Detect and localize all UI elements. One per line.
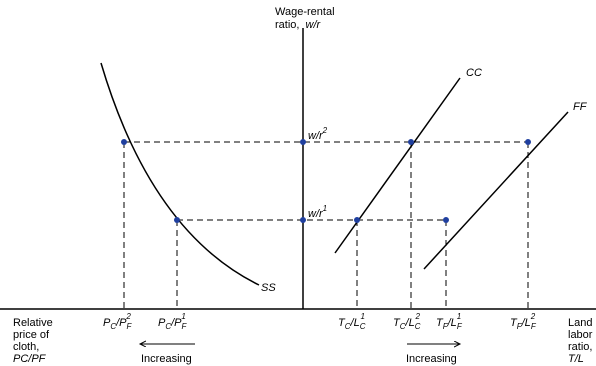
vertical-axis-title-line2: ratio, [275, 19, 299, 31]
level-low-var: w/r [308, 208, 324, 220]
point-axis-high [300, 139, 306, 145]
right-axis-line1: Land [568, 317, 592, 329]
ratio-tick-cc-2: TC/LC2 [393, 312, 421, 331]
left-axis-var: PC/PF [13, 353, 47, 365]
point-cc-low [354, 217, 360, 223]
level-high-var: w/r [308, 130, 324, 142]
level-high-sup: 2 [322, 126, 328, 135]
point-ff-low [443, 217, 449, 223]
ff-label: FF [573, 101, 588, 113]
vertical-axis-title-var: w/r [306, 19, 322, 31]
equilibrium-points [121, 139, 531, 223]
point-ss-high [121, 139, 127, 145]
right-axis-var: T/L [568, 353, 584, 365]
level-low-sup: 1 [323, 204, 327, 213]
ratio-tick-ff-1: TF/LF1 [436, 312, 463, 331]
cc-label: CC [466, 67, 482, 79]
level-high-label: w/r2 [308, 126, 328, 142]
ss-label: SS [261, 282, 276, 294]
point-ss-low [174, 217, 180, 223]
right-axis-title: Land labor ratio, T/L [568, 317, 596, 365]
point-axis-low [300, 217, 306, 223]
right-axis-line3: ratio, [568, 341, 592, 353]
left-axis-line3: cloth, [13, 341, 39, 353]
level-low-label: w/r1 [308, 204, 327, 220]
point-ff-high [525, 139, 531, 145]
point-cc-high [408, 139, 414, 145]
right-increasing-label: Increasing [406, 353, 457, 365]
price-tick-2: PC/PF2 [103, 312, 133, 331]
vertical-axis-title-2: ratio, w/r [275, 19, 322, 31]
left-axis-line2: price of [13, 329, 50, 341]
left-axis-line1: Relative [13, 317, 53, 329]
ss-curve [100, 62, 260, 286]
guide-lines [123, 141, 529, 309]
right-axis-line2: labor [568, 329, 593, 341]
price-tick-1: PC/PF1 [158, 312, 188, 331]
left-axis-title: Relative price of cloth, PC/PF [13, 317, 56, 365]
ff-line [423, 111, 569, 270]
vertical-axis-title-line1: Wage-rental [275, 6, 335, 18]
left-increasing-label: Increasing [141, 353, 192, 365]
ratio-tick-cc-1: TC/LC1 [338, 312, 366, 331]
vertical-axis-title: Wage-rental [275, 6, 335, 18]
ratio-tick-ff-2: TF/LF2 [510, 312, 537, 331]
cc-line [334, 77, 461, 254]
